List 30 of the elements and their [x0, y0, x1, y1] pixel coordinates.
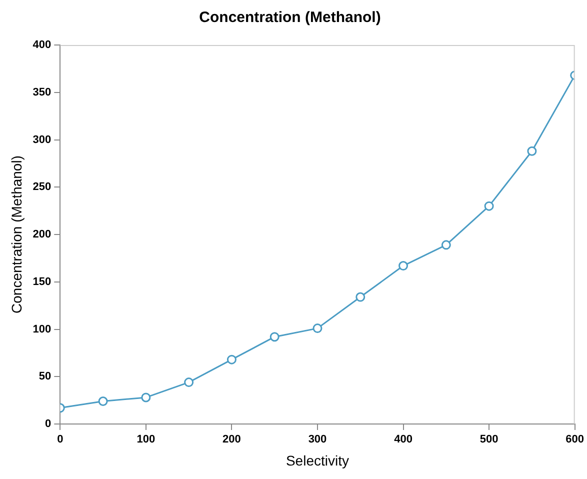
point [312, 324, 322, 334]
x-tick-label: 300 [308, 434, 327, 446]
y-axis-title: Concentration (Methanol) [8, 156, 24, 314]
x-tick-label: 500 [480, 434, 498, 446]
y-tick-label: 0 [45, 418, 52, 430]
point [270, 332, 280, 342]
y-tick-label: 400 [32, 39, 52, 52]
point [441, 240, 451, 250]
y-tick-label: 300 [32, 134, 52, 146]
y-tick-label: 150 [32, 276, 52, 288]
point [141, 392, 151, 402]
y-tick-label: 350 [32, 86, 52, 98]
x-tick-label: 100 [136, 434, 156, 446]
y-tick-label: 200 [32, 228, 52, 241]
x-tick-label: 400 [394, 434, 412, 446]
point [398, 261, 408, 271]
point [484, 201, 494, 211]
x-tick-label: 600 [566, 434, 584, 446]
y-tick-label: 50 [38, 370, 52, 383]
point [226, 354, 236, 364]
x-tick-label: 0 [57, 434, 64, 446]
point [527, 146, 537, 156]
y-tick-label: 100 [32, 323, 52, 336]
x-axis-title: Selectivity [286, 452, 350, 468]
y-tick-label: 250 [32, 181, 52, 194]
point [356, 292, 366, 302]
chart-title: Concentration (Methanol) [199, 9, 381, 26]
point [184, 378, 194, 388]
point [98, 396, 108, 406]
x-tick-label: 200 [222, 434, 241, 446]
